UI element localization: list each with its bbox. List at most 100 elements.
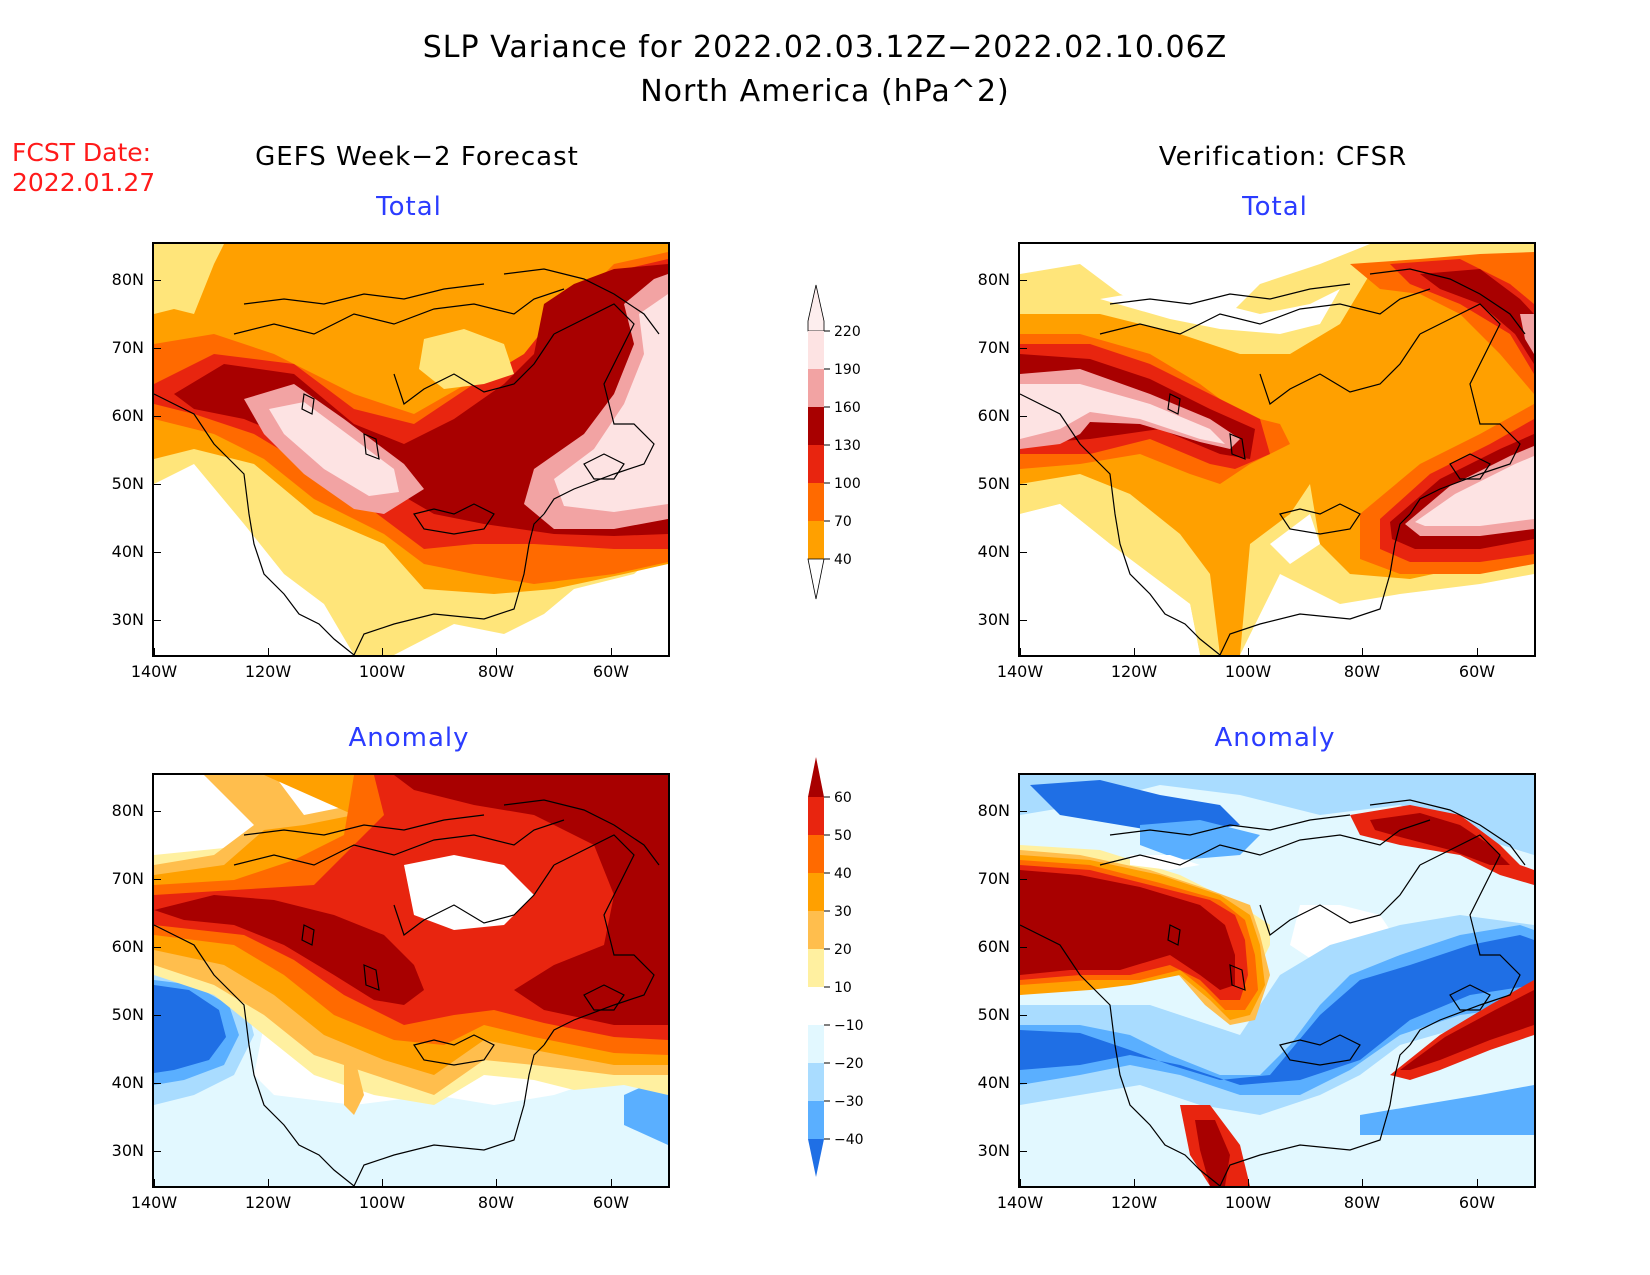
lat-tick-label: 30N	[111, 610, 144, 629]
lat-tick-mark	[1020, 620, 1027, 621]
fcst-date-value: 2022.01.27	[12, 168, 156, 197]
colorbar-label: 40	[834, 866, 852, 882]
lon-tick-label: 120W	[1110, 1193, 1158, 1212]
chart-subtitle: North America (hPa^2)	[640, 74, 1010, 109]
lon-tick-mark	[382, 1179, 383, 1186]
lon-tick-label: 60W	[592, 662, 630, 681]
lat-tick-mark	[1020, 879, 1027, 880]
lat-tick-label: 50N	[111, 1005, 144, 1024]
lon-tick-label: 60W	[592, 1193, 630, 1212]
colorbar-swatch	[808, 483, 824, 521]
lon-tick-label: 140W	[130, 662, 178, 681]
lon-tick-label: 80W	[477, 662, 515, 681]
lat-tick-label: 40N	[111, 542, 144, 561]
lat-tick-mark	[1020, 1151, 1027, 1152]
lat-tick-label: 80N	[977, 801, 1010, 820]
lon-tick-mark	[1362, 648, 1363, 655]
lat-tick-label: 40N	[977, 1073, 1010, 1092]
column-heading-verification: Verification: CFSR	[1158, 142, 1408, 172]
lat-tick-mark	[154, 1151, 161, 1152]
lat-tick-label: 60N	[977, 406, 1010, 425]
lat-tick-label: 50N	[977, 1005, 1010, 1024]
lat-tick-label: 70N	[111, 869, 144, 888]
colorbar-label: 10	[834, 980, 852, 996]
colorbar-label: 40	[834, 552, 852, 568]
colorbar-swatch	[808, 835, 824, 873]
lon-tick-label: 140W	[996, 662, 1044, 681]
colorbar-swatch	[808, 1025, 824, 1063]
lon-tick-mark	[1248, 648, 1249, 655]
colorbar-label: 130	[834, 438, 861, 454]
lon-tick-mark	[268, 648, 269, 655]
colorbar-swatch	[808, 445, 824, 483]
lat-tick-label: 70N	[977, 338, 1010, 357]
lat-tick-mark	[1020, 348, 1027, 349]
lon-tick-mark	[268, 1179, 269, 1186]
colorbar-label: −30	[834, 1094, 864, 1110]
colorbar-swatch	[808, 873, 824, 911]
colorbar-swatch	[808, 521, 824, 559]
lon-tick-mark	[1477, 1179, 1478, 1186]
lon-tick-mark	[1134, 1179, 1135, 1186]
colorbar-label: 190	[834, 362, 861, 378]
lat-tick-mark	[1020, 416, 1027, 417]
colorbar-swatch	[808, 949, 824, 987]
lat-tick-mark	[154, 552, 161, 553]
lon-tick-mark	[382, 648, 383, 655]
fcst-date-label: FCST Date:	[12, 138, 152, 167]
lat-tick-label: 30N	[977, 1141, 1010, 1160]
lat-tick-label: 80N	[111, 801, 144, 820]
lon-tick-label: 60W	[1458, 662, 1496, 681]
lat-tick-label: 40N	[977, 542, 1010, 561]
lat-tick-mark	[1020, 811, 1027, 812]
colorbar-total: 220 190 160 130 100 70 40	[800, 284, 880, 615]
colorbar-swatch	[808, 1063, 824, 1101]
lat-tick-mark	[154, 879, 161, 880]
lon-tick-label: 80W	[477, 1193, 515, 1212]
lat-tick-label: 60N	[111, 406, 144, 425]
lat-tick-label: 60N	[111, 937, 144, 956]
column-heading-forecast: GEFS Week−2 Forecast	[255, 142, 579, 172]
colorbar-swatch	[808, 797, 824, 835]
lat-tick-mark	[154, 1083, 161, 1084]
colorbar-top-extension	[807, 284, 825, 332]
lat-tick-label: 30N	[111, 1141, 144, 1160]
panel-title-forecast-anomaly: Anomaly	[348, 723, 470, 753]
colorbar-label: 160	[834, 400, 861, 416]
lon-tick-label: 100W	[1224, 662, 1272, 681]
lon-tick-mark	[1477, 648, 1478, 655]
lon-tick-mark	[611, 648, 612, 655]
lon-tick-label: 100W	[1224, 1193, 1272, 1212]
lat-tick-mark	[154, 1015, 161, 1016]
lon-tick-mark	[154, 1179, 155, 1186]
lat-tick-label: 60N	[977, 937, 1010, 956]
lat-tick-label: 70N	[977, 869, 1010, 888]
colorbar-swatch	[808, 987, 824, 1025]
lat-tick-mark	[154, 280, 161, 281]
lat-tick-mark	[154, 947, 161, 948]
lon-tick-label: 100W	[358, 662, 406, 681]
colorbar-bottom-extension	[807, 558, 825, 600]
lon-tick-mark	[611, 1179, 612, 1186]
lon-tick-mark	[1020, 1179, 1021, 1186]
map-forecast-anomaly	[152, 773, 670, 1188]
colorbar-label: 50	[834, 828, 852, 844]
colorbar-label: −20	[834, 1056, 864, 1072]
lat-tick-label: 30N	[977, 610, 1010, 629]
lon-tick-label: 140W	[996, 1193, 1044, 1212]
lon-tick-mark	[1134, 648, 1135, 655]
lat-tick-mark	[1020, 1015, 1027, 1016]
colorbar-top-extension	[808, 757, 824, 797]
lon-tick-label: 140W	[130, 1193, 178, 1212]
colorbar-swatch	[808, 407, 824, 445]
lat-tick-label: 50N	[977, 474, 1010, 493]
colorbar-label: 70	[834, 514, 852, 530]
lon-tick-mark	[496, 648, 497, 655]
lat-tick-mark	[154, 811, 161, 812]
lon-tick-mark	[1362, 1179, 1363, 1186]
lat-tick-mark	[1020, 1083, 1027, 1084]
colorbar-label: 60	[834, 790, 852, 806]
colorbar-swatch	[808, 1101, 824, 1139]
lon-tick-label: 80W	[1343, 662, 1381, 681]
lon-tick-mark	[1248, 1179, 1249, 1186]
